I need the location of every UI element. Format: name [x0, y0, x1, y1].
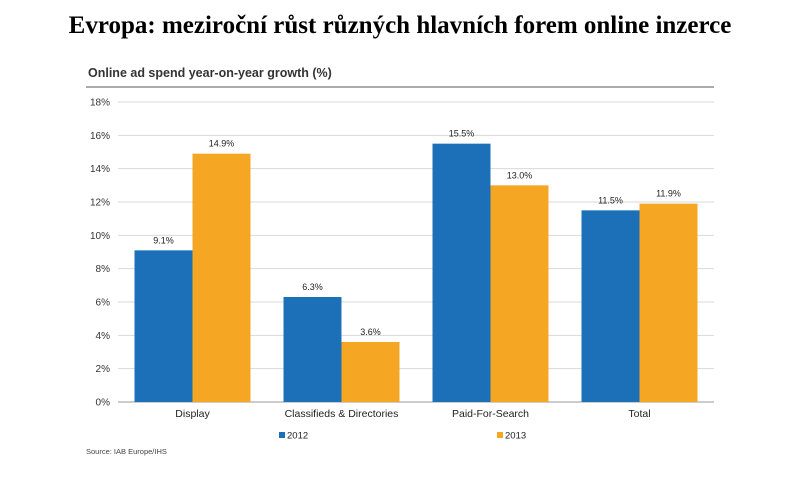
bar-2013-3: [639, 203, 698, 402]
y-tick-label: 6%: [96, 298, 111, 309]
data-label: 6.3%: [302, 282, 323, 292]
chart-title: Online ad spend year-on-year growth (%): [88, 66, 332, 80]
bar-2012-3: [581, 210, 640, 402]
data-label: 11.5%: [598, 195, 623, 205]
y-tick-label: 14%: [90, 164, 110, 175]
data-label: 13.0%: [507, 170, 533, 180]
bar-2013-1: [341, 342, 400, 402]
data-labels: 9.1% 14.9% 6.3% 3.6% 15.5% 13.0% 11.5% 11.9%: [153, 129, 681, 337]
category-labels: Display Classifieds & Directories Paid-For…: [175, 408, 650, 420]
y-tick-label: 18%: [90, 98, 110, 109]
category-label: Total: [628, 408, 650, 420]
page-heading: Evropa: meziroční růst různých hlavních …: [68, 12, 732, 39]
bar-2012-2: [432, 143, 491, 402]
legend-label-2013: 2013: [505, 431, 526, 442]
y-axis-ticks: 0% 2% 4% 6% 8% 10% 12% 14% 16% 18%: [90, 98, 110, 409]
y-tick-label: 12%: [90, 198, 110, 209]
data-label: 14.9%: [209, 139, 235, 149]
category-label: Display: [175, 408, 210, 420]
y-tick-label: 2%: [96, 364, 111, 375]
legend-label-2012: 2012: [287, 431, 308, 442]
y-tick-label: 16%: [90, 131, 110, 142]
data-label: 15.5%: [449, 129, 475, 139]
bar-2012-0: [134, 250, 193, 402]
y-tick-label: 10%: [90, 231, 110, 242]
y-tick-label: 4%: [96, 331, 111, 342]
category-label: Paid-For-Search: [452, 408, 529, 420]
category-label: Classifieds & Directories: [285, 408, 399, 420]
data-label: 3.6%: [360, 327, 381, 337]
y-tick-label: 0%: [96, 398, 111, 409]
data-label: 11.9%: [656, 189, 681, 199]
source-note: Source: IAB Europe/IHS: [86, 447, 167, 456]
legend-swatch-2013: [497, 432, 503, 438]
bar-2012-1: [283, 297, 342, 402]
legend: 2012 2013: [279, 431, 526, 442]
y-tick-label: 8%: [96, 264, 111, 275]
bar-2013-2: [490, 185, 549, 402]
bars: [134, 143, 698, 402]
bar-2013-0: [192, 153, 251, 402]
legend-swatch-2012: [279, 432, 285, 438]
data-label: 9.1%: [153, 235, 174, 245]
